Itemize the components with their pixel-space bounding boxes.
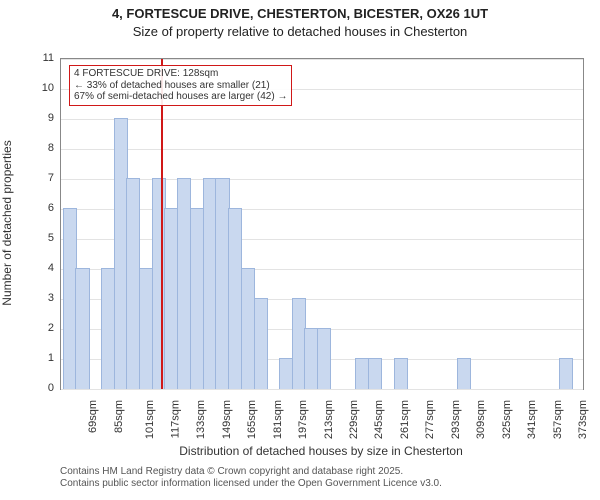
gridline [61, 119, 583, 120]
x-tick-label: 309sqm [475, 400, 487, 439]
x-tick-label: 197sqm [297, 400, 309, 439]
y-tick-label: 2 [30, 322, 54, 334]
x-tick-label: 341sqm [526, 400, 538, 439]
gridline [61, 59, 583, 60]
y-tick-label: 8 [30, 142, 54, 154]
chart-title-line2: Size of property relative to detached ho… [0, 24, 600, 39]
x-tick-label: 133sqm [195, 400, 207, 439]
annotation-line: 67% of semi-detached houses are larger (… [74, 91, 287, 103]
y-tick-label: 11 [30, 52, 54, 64]
x-tick-label: 101sqm [144, 400, 156, 439]
histogram-bar [559, 358, 573, 389]
x-tick-label: 149sqm [221, 400, 233, 439]
histogram-bar [457, 358, 471, 389]
footer-line: Contains HM Land Registry data © Crown c… [60, 466, 442, 478]
gridline [61, 389, 583, 390]
annotation-box: 4 FORTESCUE DRIVE: 128sqm← 33% of detach… [69, 65, 292, 106]
chart-title-line1: 4, FORTESCUE DRIVE, CHESTERTON, BICESTER… [0, 6, 600, 21]
annotation-line: 4 FORTESCUE DRIVE: 128sqm [74, 68, 287, 80]
y-tick-label: 5 [30, 232, 54, 244]
y-tick-label: 4 [30, 262, 54, 274]
x-tick-label: 245sqm [374, 400, 386, 439]
plot-area: 4 FORTESCUE DRIVE: 128sqm← 33% of detach… [60, 58, 584, 390]
x-tick-label: 293sqm [450, 400, 462, 439]
x-tick-label: 213sqm [323, 400, 335, 439]
histogram-bar [394, 358, 408, 389]
y-tick-label: 10 [30, 82, 54, 94]
y-tick-label: 6 [30, 202, 54, 214]
x-axis-label: Distribution of detached houses by size … [60, 444, 582, 458]
y-tick-label: 3 [30, 292, 54, 304]
x-tick-label: 261sqm [399, 400, 411, 439]
y-tick-label: 0 [30, 382, 54, 394]
histogram-bar [254, 298, 268, 389]
x-tick-label: 277sqm [425, 400, 437, 439]
chart-container: { "layout": { "width": 600, "height": 50… [0, 0, 600, 500]
x-tick-label: 85sqm [113, 400, 125, 433]
gridline [61, 149, 583, 150]
y-tick-label: 9 [30, 112, 54, 124]
x-tick-label: 229sqm [348, 400, 360, 439]
annotation-line: ← 33% of detached houses are smaller (21… [74, 80, 287, 92]
histogram-bar [317, 328, 331, 389]
reference-line [161, 59, 163, 389]
footer-note: Contains HM Land Registry data © Crown c… [60, 466, 442, 490]
histogram-bar [75, 268, 89, 389]
histogram-bar [368, 358, 382, 389]
y-tick-label: 1 [30, 352, 54, 364]
x-tick-label: 181sqm [272, 400, 284, 439]
x-tick-label: 325sqm [501, 400, 513, 439]
x-tick-label: 373sqm [577, 400, 589, 439]
x-tick-label: 69sqm [87, 400, 99, 433]
y-axis-label: Number of detached properties [0, 140, 14, 305]
footer-line: Contains public sector information licen… [60, 478, 442, 490]
x-tick-label: 165sqm [246, 400, 258, 439]
x-tick-label: 117sqm [169, 400, 181, 438]
y-tick-label: 7 [30, 172, 54, 184]
x-tick-label: 357sqm [552, 400, 564, 439]
